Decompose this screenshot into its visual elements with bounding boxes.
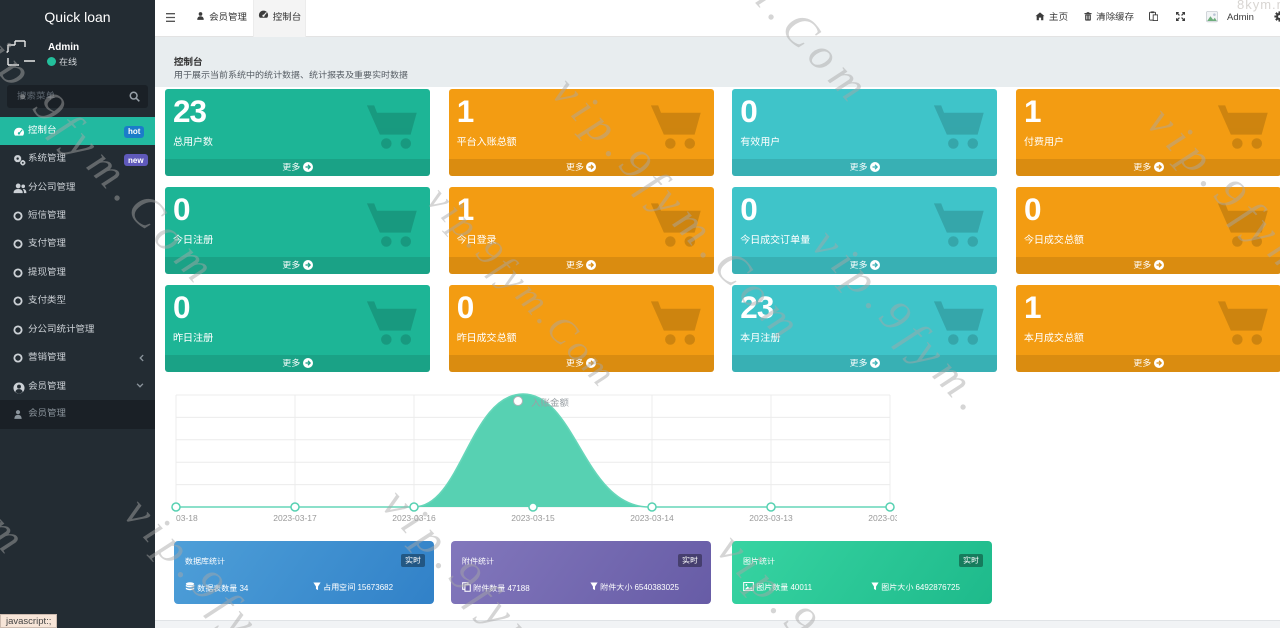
svg-text:2023-03-14: 2023-03-14 <box>630 513 674 523</box>
svg-text:03-18: 03-18 <box>176 513 198 523</box>
svg-text:2023-03-12: 2023-03-12 <box>868 513 897 523</box>
svg-text:入账金额: 入账金额 <box>531 397 570 409</box>
svg-text:2023-03-13: 2023-03-13 <box>749 513 793 523</box>
svg-text:2023-03-16: 2023-03-16 <box>392 513 436 523</box>
svg-text:2023-03-17: 2023-03-17 <box>273 513 317 523</box>
svg-text:2023-03-15: 2023-03-15 <box>511 513 555 523</box>
